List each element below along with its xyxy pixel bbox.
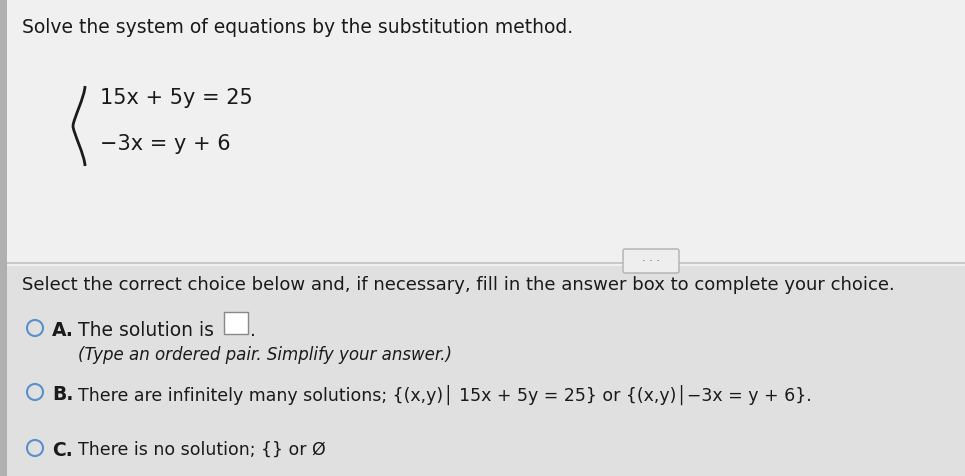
Bar [0, 0, 7, 476]
Text: The solution is: The solution is [78, 321, 214, 340]
Text: Solve the system of equations by the substitution method.: Solve the system of equations by the sub… [22, 18, 573, 37]
Text: There is no solution; {} or Ø: There is no solution; {} or Ø [78, 441, 326, 459]
FancyBboxPatch shape [224, 312, 248, 334]
Text: −3x = y + 6: −3x = y + 6 [100, 134, 231, 154]
Text: B.: B. [52, 385, 73, 404]
Text: C.: C. [52, 441, 72, 460]
Text: · · ·: · · · [642, 256, 660, 266]
Text: There are infinitely many solutions; {(x,y)│ 15x + 5y = 25} or {(x,y)│−3x = y + : There are infinitely many solutions; {(x… [78, 385, 812, 405]
Bar [0, 266, 965, 476]
FancyBboxPatch shape [623, 249, 679, 273]
Text: Select the correct choice below and, if necessary, fill in the answer box to com: Select the correct choice below and, if … [22, 276, 895, 294]
Text: A.: A. [52, 321, 74, 340]
Bar [0, 0, 965, 266]
Text: (Type an ordered pair. Simplify your answer.): (Type an ordered pair. Simplify your ans… [78, 346, 452, 364]
Text: 15x + 5y = 25: 15x + 5y = 25 [100, 88, 253, 108]
Text: .: . [250, 321, 256, 340]
